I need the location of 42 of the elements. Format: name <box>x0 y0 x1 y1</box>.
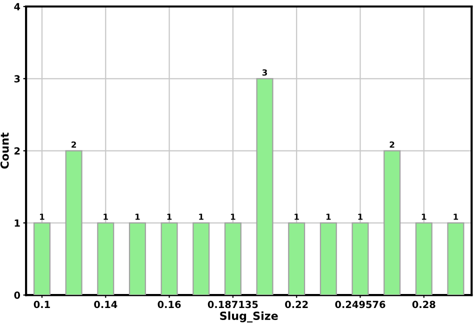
data-label: 2 <box>72 141 76 148</box>
bar <box>447 222 464 296</box>
x-tick-label: 0.28 <box>412 300 436 308</box>
y-tick-label: 1 <box>14 220 20 227</box>
bar <box>128 222 146 296</box>
bar <box>288 222 306 296</box>
bar <box>384 150 401 296</box>
bar <box>192 222 210 296</box>
bar <box>97 222 114 296</box>
y-tick-label: 2 <box>14 147 20 154</box>
y-tick-label: 0 <box>14 292 20 299</box>
data-label: 1 <box>167 214 172 220</box>
x-axis-title: Slug_Size <box>220 311 278 322</box>
bar <box>160 222 178 296</box>
data-label: 1 <box>199 214 204 220</box>
data-label: 1 <box>40 214 44 220</box>
y-tick-label: 4 <box>14 3 20 10</box>
bar <box>65 150 82 296</box>
data-label: 3 <box>262 69 267 76</box>
data-label: 1 <box>104 214 108 220</box>
x-tick-label: 0.16 <box>158 300 181 308</box>
x-tick-label: 0.22 <box>285 300 308 308</box>
data-label: 2 <box>390 141 394 148</box>
x-tick-label: 0.187135 <box>208 300 258 308</box>
data-label: 1 <box>326 214 331 220</box>
data-label: 1 <box>230 214 236 220</box>
data-label: 1 <box>422 214 426 220</box>
data-label: 1 <box>454 214 458 220</box>
data-label: 1 <box>358 214 363 220</box>
data-label: 1 <box>294 214 299 220</box>
bar <box>352 222 369 296</box>
bar <box>415 222 432 296</box>
data-label: 1 <box>136 214 140 220</box>
bar <box>256 78 274 296</box>
x-tick-label: 0.14 <box>94 300 118 308</box>
y-axis-title: Count <box>0 132 9 169</box>
x-tick-label: 0.1 <box>34 300 50 308</box>
bar <box>33 222 50 296</box>
x-tick-label: 0.249576 <box>335 300 386 308</box>
bar <box>320 222 337 296</box>
bar <box>224 222 242 296</box>
y-tick-label: 3 <box>14 75 20 82</box>
